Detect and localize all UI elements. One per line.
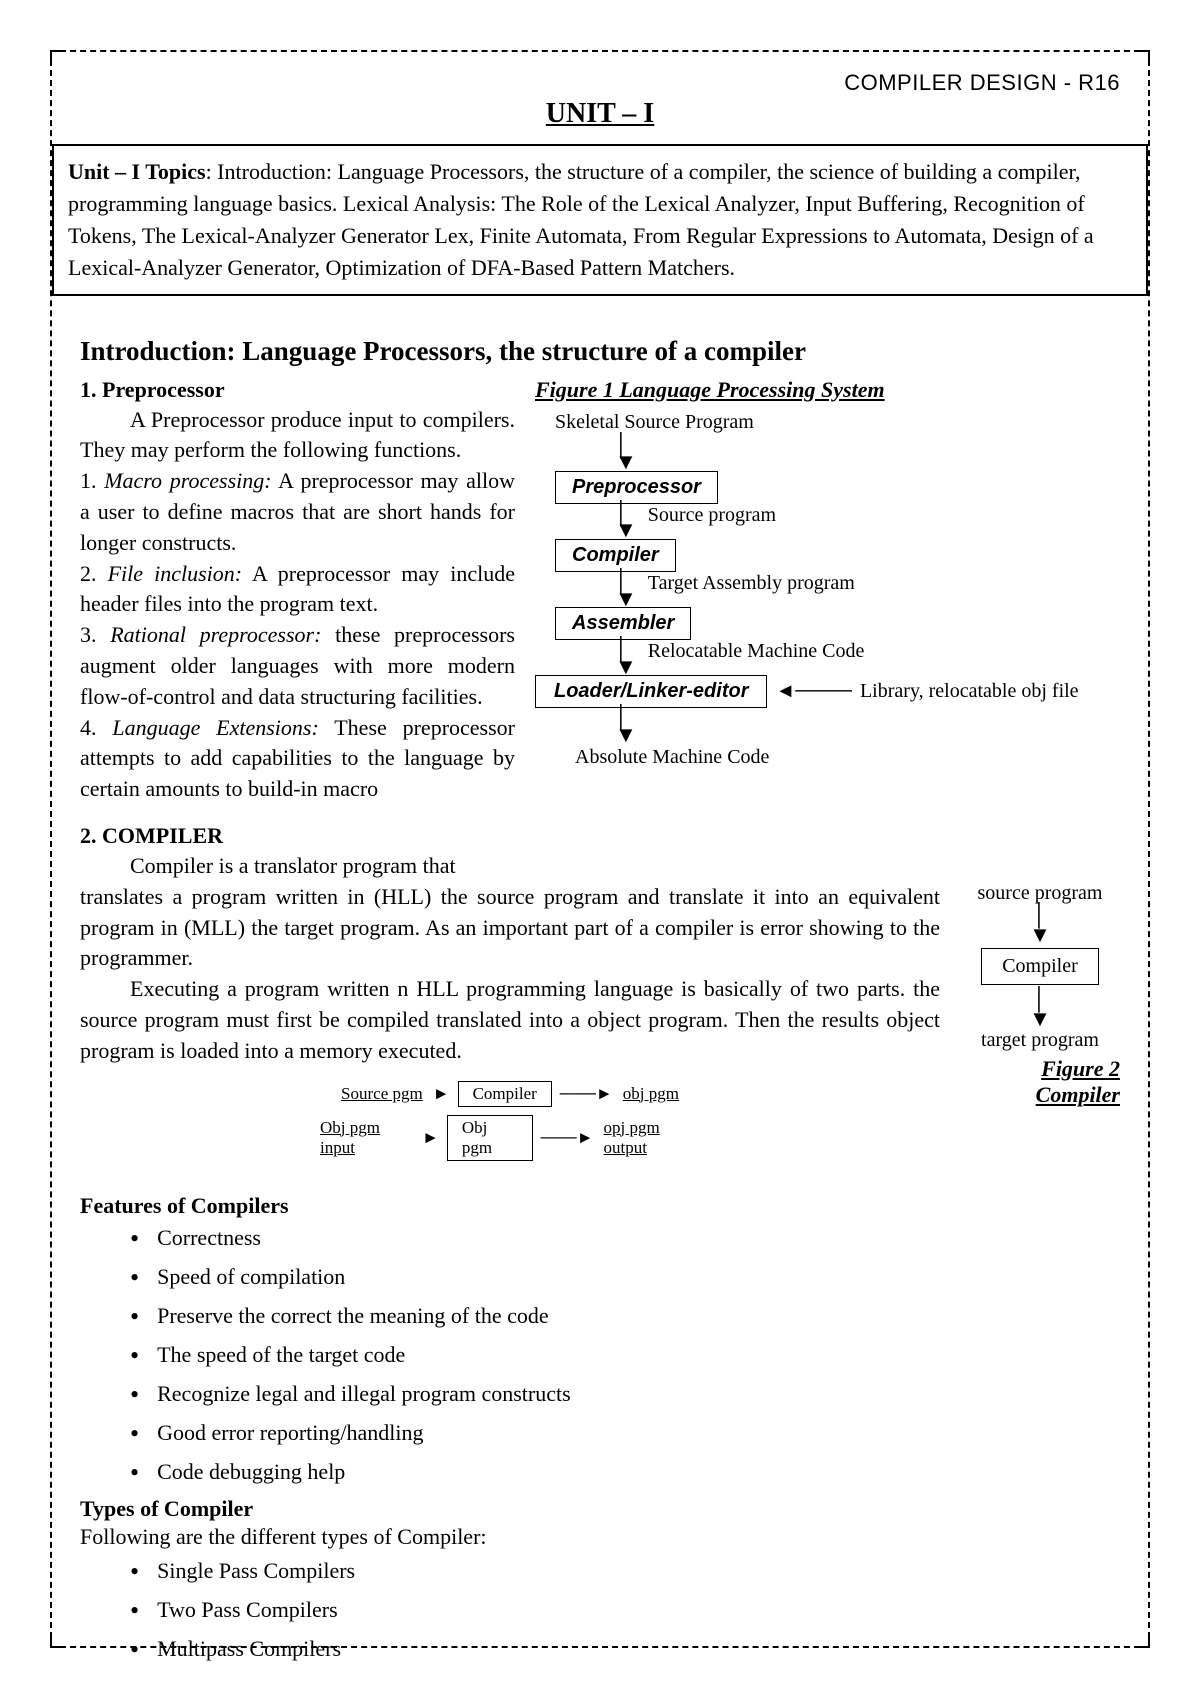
flow-start-label: Skeletal Source Program xyxy=(555,411,1120,434)
flow-out-3: Relocatable Machine Code xyxy=(648,640,865,663)
flow-out-1: Source program xyxy=(648,504,776,527)
feature-item: Correctness xyxy=(130,1219,1120,1258)
flow-box-linker: Loader/Linker-editor xyxy=(535,675,767,708)
feature-item: Preserve the correct the meaning of the … xyxy=(130,1297,1120,1336)
mini-l2: Obj pgm input xyxy=(320,1118,412,1158)
arrow-down-icon: │▼ xyxy=(615,504,637,539)
figure1-caption: Figure 1 Language Processing System xyxy=(535,377,1120,403)
topics-text: : Introduction: Language Processors, the… xyxy=(68,159,1094,280)
arrow-left-icon: ◄──── xyxy=(775,680,851,703)
corner-bl xyxy=(50,1638,60,1648)
left-column: 1. Preprocessor A Preprocessor produce i… xyxy=(80,377,515,882)
arrow-down-icon: │▼ xyxy=(960,905,1120,945)
feature-item: Good error reporting/handling xyxy=(130,1414,1120,1453)
mini-box-1: Compiler xyxy=(458,1081,552,1107)
preprocessor-item-1: 1. Macro processing: A preprocessor may … xyxy=(80,466,515,558)
topics-box: Unit – I Topics: Introduction: Language … xyxy=(52,144,1148,296)
unit-title: UNIT – I xyxy=(80,98,1120,130)
right-column: Figure 1 Language Processing System Skel… xyxy=(535,377,1120,882)
figure2: source program │▼ Compiler │▼ target pro… xyxy=(960,882,1120,1108)
arrow-down-icon: │▼ xyxy=(615,572,637,607)
compiler-p1b: translates a program written in (HLL) th… xyxy=(80,882,940,974)
arrow-down-icon: │▼ xyxy=(960,989,1120,1029)
features-list: Correctness Speed of compilation Preserv… xyxy=(130,1219,1120,1492)
flow-out-2: Target Assembly program xyxy=(648,572,855,595)
mini-l1: Source pgm xyxy=(341,1084,423,1104)
mini-row-1: Source pgm ► Compiler ───► obj pgm xyxy=(320,1081,700,1107)
feature-item: Recognize legal and illegal program cons… xyxy=(130,1375,1120,1414)
compiler-heading: 2. COMPILER xyxy=(80,823,515,849)
mini-r2: opj pgm output xyxy=(604,1118,700,1158)
compiler-p1a: Compiler is a translator program that xyxy=(80,851,515,882)
two-column-layout: 1. Preprocessor A Preprocessor produce i… xyxy=(80,377,1120,882)
corner-tl xyxy=(50,50,60,60)
fig2-bottom-label: target program xyxy=(960,1029,1120,1052)
arrow-right-icon: ► xyxy=(433,1084,450,1104)
flow-box-compiler: Compiler xyxy=(555,539,676,572)
types-list: Single Pass Compilers Two Pass Compilers… xyxy=(130,1552,1120,1669)
mini-r1: obj pgm xyxy=(623,1084,679,1104)
preprocessor-heading: 1. Preprocessor xyxy=(80,377,515,403)
compiler-p2: Executing a program written n HLL progra… xyxy=(80,974,940,1066)
type-item: Two Pass Compilers xyxy=(130,1591,1120,1630)
preprocessor-item-4: 4. Language Extensions: These preprocess… xyxy=(80,713,515,805)
arrow-down-icon: │▼ xyxy=(615,640,637,675)
mini-box-2: Obj pgm xyxy=(447,1115,533,1161)
arrow-right-icon: ► xyxy=(422,1128,439,1148)
flow-end-label: Absolute Machine Code xyxy=(575,746,1120,769)
arrow-right-icon: ───► xyxy=(541,1128,594,1148)
topics-label: Unit – I Topics xyxy=(68,159,206,184)
page-border: COMPILER DESIGN - R16 UNIT – I Unit – I … xyxy=(50,50,1150,1648)
type-item: Single Pass Compilers xyxy=(130,1552,1120,1591)
corner-tr xyxy=(1140,50,1150,60)
course-header: COMPILER DESIGN - R16 xyxy=(80,70,1120,96)
figure1-flowchart: Skeletal Source Program │▼ Preprocessor … xyxy=(535,411,1120,769)
type-item: Multipass Compilers xyxy=(130,1630,1120,1669)
linker-side-label: Library, relocatable obj file xyxy=(860,680,1079,703)
compiler-text-block: translates a program written in (HLL) th… xyxy=(80,882,940,1175)
feature-item: Code debugging help xyxy=(130,1453,1120,1492)
preprocessor-item-2: 2. File inclusion: A preprocessor may in… xyxy=(80,559,515,621)
arrow-right-icon: ───► xyxy=(560,1084,613,1104)
mini-row-2: Obj pgm input ► Obj pgm ───► opj pgm out… xyxy=(320,1115,700,1161)
feature-item: Speed of compilation xyxy=(130,1258,1120,1297)
types-intro: Following are the different types of Com… xyxy=(80,1522,1120,1553)
types-heading: Types of Compiler xyxy=(80,1496,1120,1522)
flow-box-preprocessor: Preprocessor xyxy=(555,471,718,504)
figure2-caption: Figure 2 Compiler xyxy=(960,1056,1120,1108)
compiler-row: translates a program written in (HLL) th… xyxy=(80,882,1120,1175)
corner-br xyxy=(1140,1638,1150,1648)
preprocessor-intro: A Preprocessor produce input to compiler… xyxy=(80,405,515,467)
fig2-box: Compiler xyxy=(981,948,1099,985)
arrow-down-icon: │▼ xyxy=(615,436,1120,471)
arrow-down-icon: │▼ xyxy=(615,708,1120,743)
mini-diagram: Source pgm ► Compiler ───► obj pgm Obj p… xyxy=(320,1081,700,1161)
intro-heading: Introduction: Language Processors, the s… xyxy=(80,336,1120,367)
preprocessor-item-3: 3. Rational preprocessor: these preproce… xyxy=(80,620,515,712)
feature-item: The speed of the target code xyxy=(130,1336,1120,1375)
features-heading: Features of Compilers xyxy=(80,1193,1120,1219)
